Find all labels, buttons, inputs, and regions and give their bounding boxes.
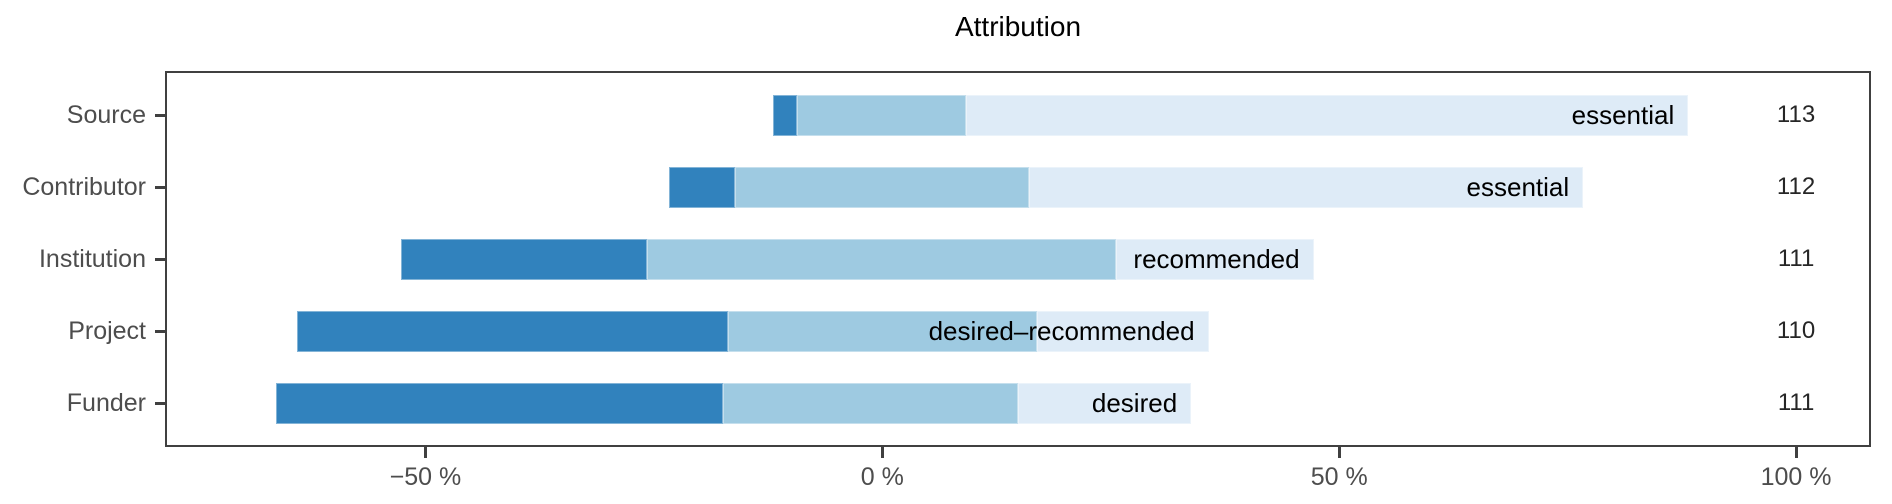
x-axis-tick <box>1337 447 1341 458</box>
count-label: 111 <box>1777 389 1815 416</box>
x-axis-tick-label: 0 % <box>860 463 904 491</box>
count-label: 111 <box>1777 245 1815 272</box>
y-axis-tick <box>155 113 165 117</box>
bar-label: essential <box>1466 172 1570 202</box>
bar-label: recommended <box>1133 244 1300 274</box>
y-axis-label: Source <box>66 101 146 129</box>
bar-label: essential <box>1571 100 1675 130</box>
y-axis-label: Contributor <box>22 173 146 201</box>
chart-title: Attribution <box>954 11 1082 42</box>
count-label: 113 <box>1776 101 1816 128</box>
bar-segment-high <box>1018 382 1192 424</box>
x-axis-tick-label: −50 % <box>389 463 462 491</box>
y-axis-tick <box>155 329 165 333</box>
bar-segment-low <box>669 166 736 208</box>
bar-segment-high <box>1036 310 1209 352</box>
bar-segment-low <box>400 238 648 280</box>
x-axis-tick <box>423 447 427 458</box>
bar-segment-low <box>275 382 724 424</box>
count-label: 110 <box>1776 317 1816 344</box>
bar-label: desired–recommended <box>928 316 1195 346</box>
bar-segment-mid <box>735 166 1030 208</box>
bar-label: desired <box>1091 388 1178 418</box>
bar-segment-mid <box>727 310 1037 352</box>
y-axis-label: Project <box>68 317 146 345</box>
x-axis-tick <box>880 447 884 458</box>
y-axis-tick <box>155 185 165 189</box>
bar-segment-high <box>966 94 1689 136</box>
bar-segment-high <box>1029 166 1584 208</box>
count-label: 112 <box>1776 173 1816 200</box>
x-axis-tick-label: 100 % <box>1760 463 1832 491</box>
y-axis-tick <box>155 257 165 261</box>
y-axis-tick <box>155 401 165 405</box>
x-axis-tick <box>1794 447 1798 458</box>
bar-segment-mid <box>723 382 1019 424</box>
y-axis-label: Institution <box>38 245 146 273</box>
bar-segment-mid <box>647 238 1117 280</box>
bar-segment-high <box>1116 238 1314 280</box>
bar-segment-low <box>296 310 728 352</box>
x-axis-tick-label: 50 % <box>1310 463 1368 491</box>
bar-segment-low <box>772 94 798 136</box>
bar-segment-mid <box>797 94 967 136</box>
y-axis-label: Funder <box>66 389 146 417</box>
